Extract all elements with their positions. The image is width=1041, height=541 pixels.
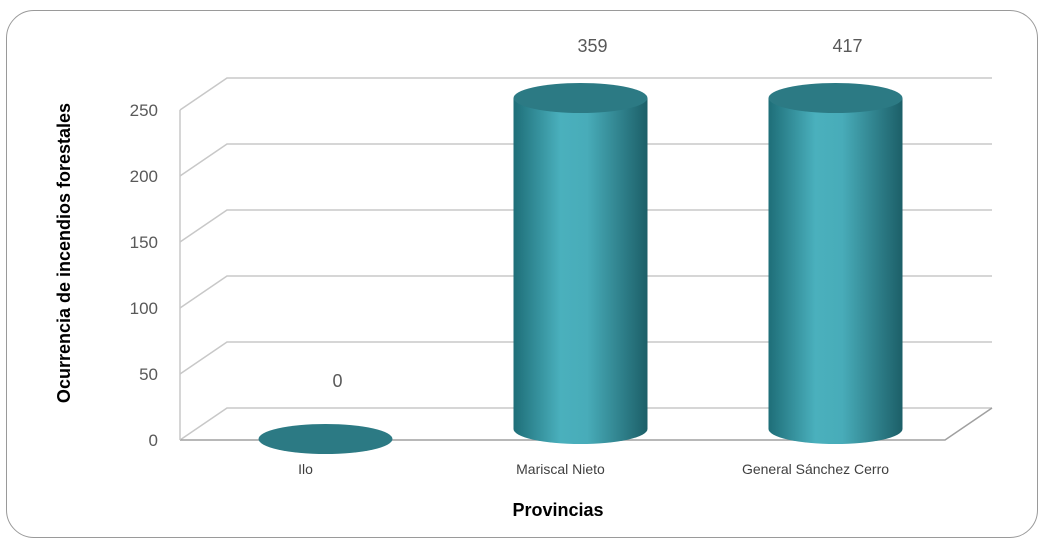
x-tick-label: Ilo — [298, 461, 313, 477]
x-axis-title: Provincias — [512, 500, 603, 520]
x-tick-label: Mariscal Nieto — [516, 461, 605, 477]
y-tick-label: 0 — [149, 431, 158, 450]
bar-1 — [513, 98, 648, 445]
y-axis-title: Ocurrencia de incendios forestales — [54, 103, 74, 403]
y-tick-label: 100 — [130, 299, 158, 318]
y-tick-label: 200 — [130, 167, 158, 186]
gridline-200 — [179, 143, 992, 177]
x-axis-categories: Ilo Mariscal Nieto General Sánchez Cerro — [298, 461, 889, 477]
gridline-50 — [179, 341, 992, 375]
y-axis-ticks: 0 50 100 150 200 250 — [130, 101, 158, 450]
bar-top-2 — [768, 83, 903, 113]
y-tick-label: 150 — [130, 233, 158, 252]
gridline-150 — [179, 209, 992, 243]
gridline-0 — [179, 407, 992, 441]
gridlines — [179, 77, 993, 441]
bar-top-1 — [513, 83, 648, 113]
y-tick-label: 50 — [139, 365, 158, 384]
x-tick-label: General Sánchez Cerro — [742, 461, 889, 477]
floor-edge — [180, 407, 993, 441]
data-label: 417 — [832, 36, 862, 56]
bars — [258, 83, 903, 454]
gridline-100 — [179, 275, 992, 309]
data-label: 359 — [577, 36, 607, 56]
data-label: 0 — [332, 371, 342, 391]
bar-0 — [258, 424, 393, 454]
data-labels: 0 359 417 — [332, 36, 862, 391]
gridline-250 — [179, 77, 992, 111]
bar-2 — [768, 98, 903, 445]
y-tick-label: 250 — [130, 101, 158, 120]
